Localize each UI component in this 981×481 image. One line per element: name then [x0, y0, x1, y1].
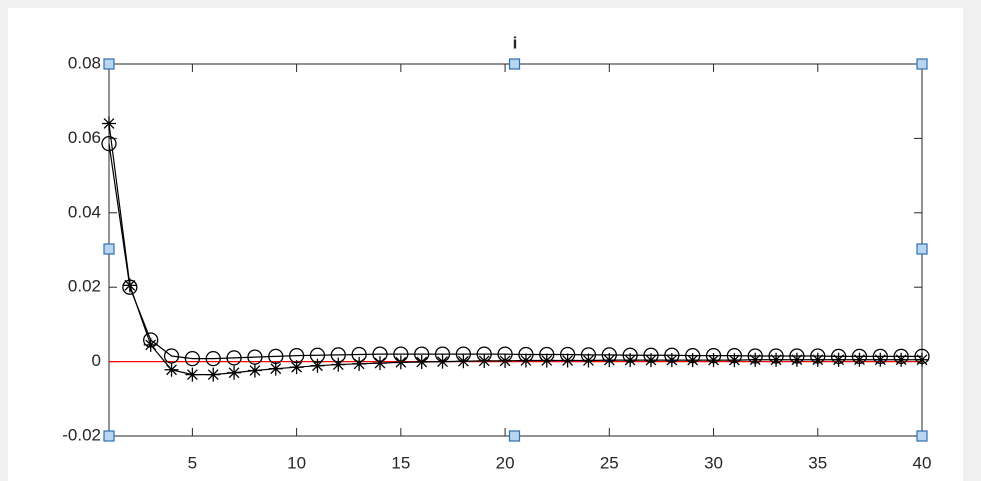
x-tick-label: 10: [287, 453, 306, 472]
y-tick-label: 0.02: [68, 277, 101, 296]
selection-handle: [103, 430, 115, 442]
asterisk-marker: [435, 354, 450, 369]
asterisk-marker: [727, 353, 742, 368]
asterisk-marker: [810, 352, 825, 367]
y-tick-label: 0.08: [68, 53, 101, 72]
asterisk-marker: [560, 353, 575, 368]
asterisk-marker: [122, 278, 137, 293]
asterisk-marker: [831, 352, 846, 367]
y-tick-label: 0.04: [68, 202, 101, 221]
y-tick-label: -0.02: [62, 425, 101, 444]
y-tick-label: 0.06: [68, 128, 101, 147]
asterisk-marker: [206, 367, 221, 382]
asterisk-marker: [894, 352, 909, 367]
x-tick-label: 25: [600, 453, 619, 472]
series-line: [108, 143, 922, 360]
circle-marker: [226, 350, 242, 366]
asterisk-marker: [498, 353, 513, 368]
asterisk-marker: [539, 353, 554, 368]
asterisk-marker: [518, 353, 533, 368]
asterisk-marker: [164, 362, 179, 377]
chart-title: i: [513, 33, 518, 52]
asterisk-marker: [873, 352, 888, 367]
asterisk-marker: [393, 355, 408, 370]
x-tick-label: 30: [704, 453, 723, 472]
asterisk-marker: [915, 352, 929, 367]
series-line: [108, 123, 922, 376]
x-tick-label: 15: [391, 453, 410, 472]
asterisk-marker: [185, 367, 200, 382]
asterisk-marker: [685, 353, 700, 368]
asterisk-marker: [581, 353, 596, 368]
asterisk-marker: [289, 360, 304, 375]
asterisk-marker: [331, 357, 346, 372]
asterisk-marker: [414, 354, 429, 369]
selection-handle: [103, 58, 115, 70]
asterisk-marker: [373, 356, 387, 371]
selection-handle: [103, 243, 115, 255]
circle-marker: [184, 350, 201, 367]
asterisk-marker: [748, 352, 763, 367]
asterisk-marker: [852, 352, 867, 367]
selection-handles: [103, 58, 928, 442]
asterisk-marker: [664, 353, 679, 368]
asterisk-marker: [644, 353, 658, 368]
selection-handle: [916, 430, 928, 442]
circle-marker: [205, 350, 221, 367]
selection-handle: [916, 243, 928, 255]
asterisk-marker: [789, 352, 804, 367]
y-tick-label: 0: [92, 351, 101, 370]
asterisk-marker: [247, 363, 262, 378]
selection-handle: [508, 430, 521, 442]
selection-handle: [508, 58, 521, 70]
x-tick-label: 35: [808, 453, 827, 472]
asterisk-marker: [623, 353, 638, 368]
asterisk-marker: [227, 365, 242, 380]
asterisk-marker: [143, 337, 158, 352]
plot-area: [108, 63, 923, 437]
asterisk-marker: [268, 361, 283, 376]
asterisk-marker: [602, 353, 617, 368]
x-tick-label: 40: [913, 453, 932, 472]
asterisk-marker: [706, 353, 721, 368]
circle-marker: [101, 135, 117, 152]
asterisk-marker: [456, 354, 471, 369]
selection-handle: [916, 58, 928, 70]
asterisk-marker: [352, 356, 367, 371]
asterisk-marker: [769, 352, 784, 367]
x-tick-label: 5: [188, 453, 197, 472]
asterisk-marker: [310, 358, 325, 373]
asterisk-marker: [102, 116, 116, 131]
x-tick-label: 20: [496, 453, 515, 472]
asterisk-marker: [477, 353, 492, 368]
